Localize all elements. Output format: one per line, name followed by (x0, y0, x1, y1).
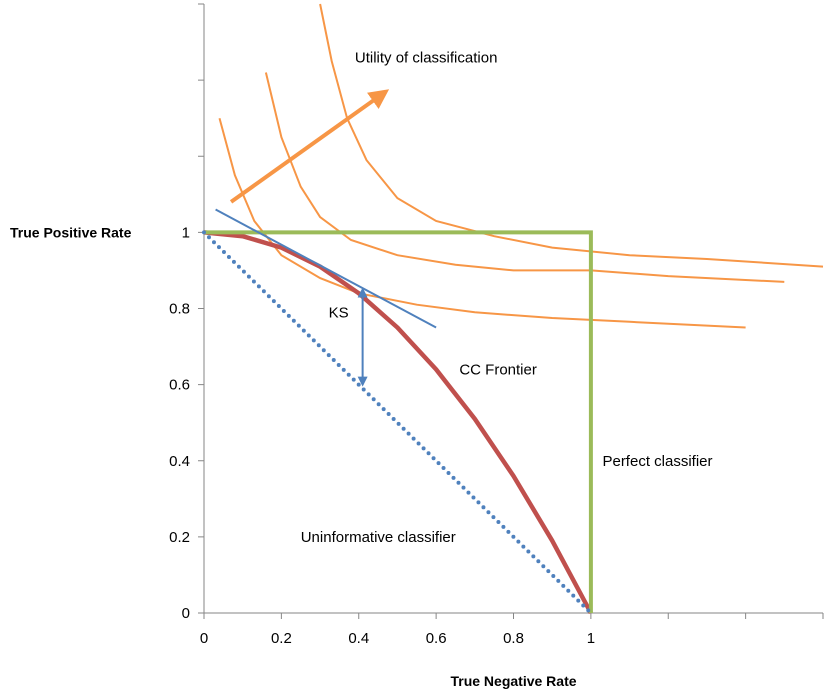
y-tick-label: 0.8 (169, 301, 190, 318)
tangent-line (215, 208, 437, 329)
tick-labels: 0 0.2 0.4 0.6 0.8 1 0 0.2 0.4 0.6 0.8 1 (169, 224, 595, 647)
y-tick-label: 0.6 (169, 377, 190, 394)
x-tick-label: 0.2 (271, 630, 292, 647)
annotation-label: Uninformative classifier (301, 529, 456, 546)
x-tick-label: 0.6 (426, 630, 447, 647)
y-tick-label: 0 (182, 605, 190, 622)
utility-curve (218, 117, 746, 329)
annotation-label: Utility of classification (355, 49, 498, 66)
axes (203, 4, 823, 614)
utility-arrow (229, 89, 390, 204)
tick-marks (198, 3, 824, 619)
ks-label: KS (329, 304, 349, 321)
x-tick-label: 0 (200, 630, 208, 647)
annotation-label: Perfect classifier (602, 453, 712, 470)
annotation-label: CC Frontier (459, 361, 537, 378)
y-axis-title: True Positive Rate (10, 224, 132, 240)
utility-curve (264, 72, 785, 283)
x-axis-title: True Negative Rate (450, 673, 576, 689)
utility-curve (319, 3, 824, 268)
x-tick-label: 0.8 (503, 630, 524, 647)
cc-frontier-line (203, 230, 593, 615)
plot-area: KS Utility of classification CC Frontier Pe… (202, 3, 824, 615)
x-tick-label: 0.4 (348, 630, 369, 647)
uninformative-line (202, 230, 593, 615)
x-tick-label: 1 (587, 630, 595, 647)
y-tick-label: 0.2 (169, 529, 190, 546)
y-tick-label: 1 (182, 224, 190, 241)
y-tick-label: 0.4 (169, 453, 190, 470)
perfect-line (204, 230, 593, 613)
